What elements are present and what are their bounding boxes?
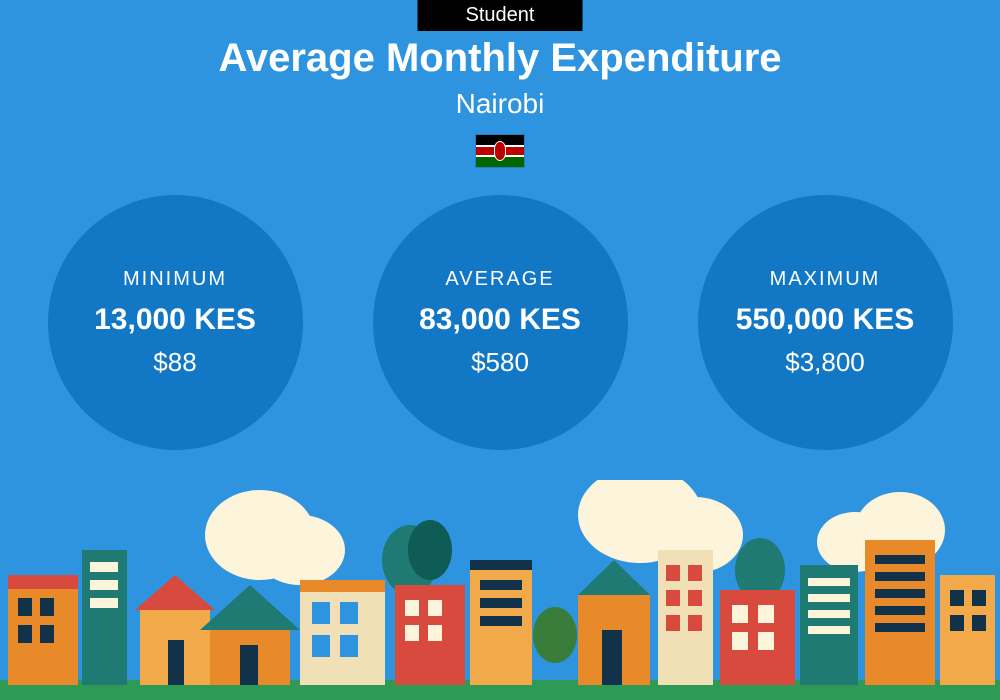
stat-usd: $88 (153, 347, 196, 378)
badge-text: Student (466, 4, 535, 26)
cityscape-illustration (0, 480, 1000, 700)
stat-label: MAXIMUM (770, 268, 881, 291)
stat-value: 13,000 KES (94, 303, 256, 337)
stat-maximum: MAXIMUM 550,000 KES $3,800 (698, 195, 953, 450)
kenya-flag-icon (475, 134, 525, 168)
stat-usd: $580 (471, 347, 529, 378)
stat-value: 83,000 KES (419, 303, 581, 337)
stats-row: MINIMUM 13,000 KES $88 AVERAGE 83,000 KE… (0, 195, 1000, 450)
stat-value: 550,000 KES (736, 303, 914, 337)
stat-label: MINIMUM (123, 268, 227, 291)
stat-average: AVERAGE 83,000 KES $580 (373, 195, 628, 450)
stat-usd: $3,800 (785, 347, 865, 378)
category-badge: Student (418, 0, 583, 31)
page-title: Average Monthly Expenditure (0, 36, 1000, 81)
stat-label: AVERAGE (445, 268, 554, 291)
city-name: Nairobi (0, 88, 1000, 120)
stat-minimum: MINIMUM 13,000 KES $88 (48, 195, 303, 450)
